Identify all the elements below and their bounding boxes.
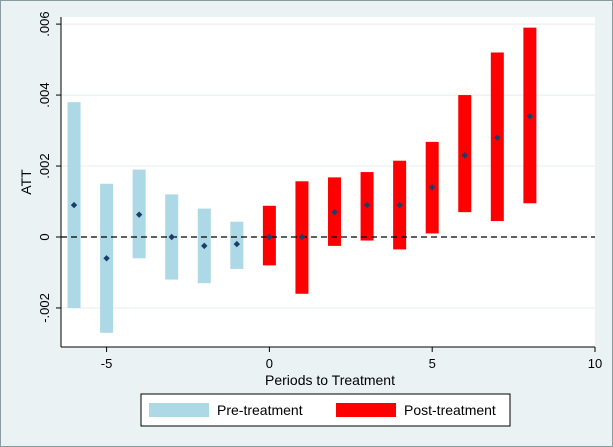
- x-tick-label: 10: [588, 356, 602, 371]
- legend-label-post-treatment: Post-treatment: [404, 402, 496, 418]
- estimate-marker: [396, 201, 403, 209]
- legend-swatch-post-treatment: [336, 403, 396, 417]
- legend: Pre-treatment Post-treatment: [140, 393, 511, 427]
- estimate-marker: [526, 113, 534, 120]
- plot-area: [61, 17, 595, 347]
- y-tick-label: 0: [37, 233, 52, 240]
- estimate-marker: [428, 184, 436, 191]
- estimate-marker: [135, 211, 143, 218]
- estimate-marker: [233, 240, 241, 248]
- legend-label-pre-treatment: Pre-treatment: [217, 402, 303, 418]
- estimate-markers: [70, 113, 534, 262]
- y-axis-title: ATT: [18, 169, 34, 195]
- estimate-marker: [461, 152, 468, 159]
- x-tick-label: 0: [266, 356, 273, 371]
- x-tick-label: -5: [101, 356, 113, 371]
- estimate-marker: [363, 201, 371, 209]
- y-tick-label: .006: [37, 11, 52, 36]
- x-axis-title: Periods to Treatment: [265, 372, 395, 388]
- estimate-marker: [266, 233, 273, 241]
- x-tick-label: 5: [429, 356, 436, 371]
- legend-swatch-pre-treatment: [149, 403, 209, 417]
- estimate-marker: [201, 242, 208, 250]
- y-axis-ticks: -.002 0 .002 .004 .006: [37, 11, 61, 323]
- estimate-marker: [298, 233, 306, 241]
- estimate-marker: [168, 233, 175, 241]
- x-axis-ticks: -5 0 5 10: [101, 347, 602, 371]
- y-tick-label: .004: [37, 82, 52, 107]
- estimate-marker: [494, 134, 501, 141]
- estimate-marker: [70, 201, 78, 209]
- y-tick-label: -.002: [37, 293, 52, 323]
- estimate-marker: [331, 208, 338, 216]
- y-tick-label: .002: [37, 153, 52, 178]
- estimate-marker: [103, 255, 110, 262]
